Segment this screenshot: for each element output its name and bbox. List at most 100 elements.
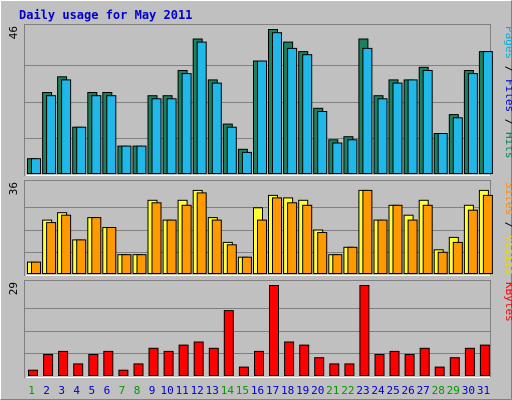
x-tick-day-24: 24 [371,384,385,397]
panel-middle: 36 Sites / Visits [7,180,512,276]
legend-text: Sites [503,182,512,215]
x-tick-day-2: 2 [43,384,50,397]
bar-sites-day-14 [226,244,237,275]
x-tick-day-14: 14 [221,384,235,397]
bar-files-day-26 [407,79,418,174]
legend-text: Visits [503,235,512,275]
bar-files-day-21 [332,142,343,174]
bar-files-day-13 [211,82,222,174]
x-tick-day-10: 10 [160,384,173,397]
legend-text: / [503,215,512,235]
x-tick-day-21: 21 [326,384,339,397]
bar-sites-day-12 [196,192,207,274]
bar-files-day-24 [377,98,388,174]
bar-kbytes-day-9 [148,347,159,376]
bar-kbytes-day-3 [58,350,69,376]
bar-kbytes-day-19 [299,344,310,377]
chart-panels: 46 Pages / Files / Hits 36 Sites / Visits 29… [7,24,512,378]
bar-files-day-2 [46,95,57,174]
bar-kbytes-day-16 [254,350,264,376]
bar-files-day-27 [422,70,433,174]
bar-sites-day-2 [46,222,57,275]
x-tick-day-8: 8 [134,384,141,397]
bar-sites-day-26 [407,219,418,275]
bar-sites-day-20 [317,232,328,274]
bar-sites-day-7 [121,254,132,274]
bar-files-day-19 [302,54,313,175]
x-tick-day-17: 17 [266,384,279,397]
x-tick-day-1: 1 [28,384,35,397]
bar-kbytes-day-6 [103,350,114,376]
y-tick-label: 29 [7,282,20,295]
x-tick-day-5: 5 [88,384,95,397]
bar-kbytes-day-21 [329,363,340,376]
bar-sites-day-15 [241,256,252,275]
bar-kbytes-day-2 [43,354,54,376]
bar-kbytes-day-22 [344,363,355,376]
x-tick-day-3: 3 [58,384,65,397]
bar-sites-day-17 [272,197,282,274]
legend-text: Files [503,79,512,112]
bar-files-day-12 [196,41,207,174]
bar-files-day-9 [151,98,162,174]
bar-kbytes-day-11 [178,344,189,377]
bar-kbytes-day-10 [163,350,174,376]
series-legend-label: Pages / Files / Hits [503,26,512,159]
bar-sites-day-31 [482,194,493,274]
y-tick-label: 46 [7,26,20,39]
x-tick-day-4: 4 [73,384,80,397]
x-tick-day-13: 13 [206,384,219,397]
series-legend-label: KBytes [503,282,512,322]
x-tick-day-12: 12 [191,384,204,397]
bar-kbytes-day-15 [238,366,249,377]
x-tick-day-27: 27 [417,384,430,397]
bar-kbytes-day-30 [464,347,475,376]
legend-text: Pages [503,26,512,59]
bar-sites-day-1 [31,261,41,275]
bar-files-day-11 [181,73,192,174]
bar-sites-day-22 [347,246,358,275]
x-tick-day-19: 19 [296,384,309,397]
bar-sites-day-5 [91,217,102,275]
bar-files-day-17 [272,32,282,175]
x-tick-day-26: 26 [401,384,414,397]
bar-sites-day-9 [151,202,162,274]
bar-sites-day-3 [61,214,72,274]
x-tick-day-6: 6 [104,384,111,397]
bar-sites-day-25 [392,204,403,274]
x-tick-day-11: 11 [176,384,189,397]
x-tick-day-7: 7 [119,384,126,397]
bar-sites-day-28 [437,251,448,275]
x-tick-day-31: 31 [477,384,490,397]
y-tick-label: 36 [7,182,20,195]
bar-kbytes-day-7 [118,369,129,377]
bar-sites-day-4 [76,239,87,274]
bar-kbytes-day-18 [284,341,295,376]
bar-files-day-7 [121,145,132,175]
bar-files-day-29 [452,117,463,175]
bar-files-day-25 [392,82,403,174]
x-axis-labels: 1 2 3 4 5 6 7 8 9 10 11 12 13 14 15 16 17 18 19 20 21 22 23 24 2… [28,384,490,397]
bar-files-day-15 [241,151,252,174]
bar-files-day-10 [166,98,177,174]
bar-files-day-3 [61,79,72,174]
bar-sites-day-18 [287,202,298,274]
bar-files-day-16 [257,60,267,174]
bar-kbytes-day-8 [133,363,144,376]
chart-title: Daily usage for May 2011 [19,8,192,22]
bar-kbytes-day-12 [193,341,204,376]
bar-files-day-8 [136,145,147,175]
series-legend-label: Sites / Visits [503,182,512,275]
bar-kbytes-day-28 [434,366,445,377]
x-tick-day-16: 16 [251,384,264,397]
bar-kbytes-day-13 [208,347,219,376]
bar-kbytes-day-25 [389,350,400,376]
bar-files-day-1 [31,158,41,174]
bar-files-day-6 [106,95,117,174]
bar-files-day-31 [482,51,493,174]
bar-sites-day-11 [181,204,192,274]
legend-text: Hits [503,132,512,159]
bar-kbytes-day-14 [223,310,234,377]
bar-files-day-14 [226,126,237,174]
